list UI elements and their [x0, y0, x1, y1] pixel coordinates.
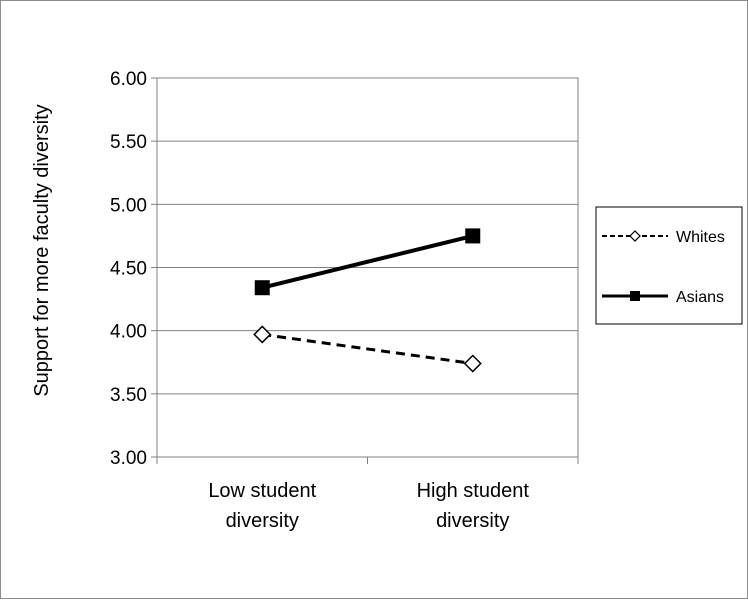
series-line	[262, 332, 473, 365]
x-category-label: Low student	[208, 480, 316, 502]
y-tick-label: 5.50	[110, 132, 147, 153]
legend-item: Asians	[602, 289, 724, 306]
x-category-label: diversity	[436, 510, 509, 532]
x-category-labels: Low student diversity High student diversit…	[208, 480, 529, 532]
x-category-label: diversity	[226, 510, 299, 532]
x-category-label: High student	[417, 480, 530, 502]
y-axis-label: Support for more faculty diversity	[31, 104, 53, 396]
data-point-marker	[465, 228, 481, 244]
data-point-marker	[254, 280, 270, 296]
legend-box	[595, 206, 743, 325]
legend: Whites Asians	[595, 206, 743, 325]
y-tick-label: 6.00	[110, 69, 147, 90]
gridlines	[157, 77, 578, 395]
series-asians	[254, 228, 481, 296]
series-group	[253, 228, 482, 373]
y-tick-label: 3.50	[110, 385, 147, 406]
y-tick-labels: 3.00 3.50 4.00 4.50 5.00 5.50 6.00	[110, 69, 147, 469]
legend-item: Whites	[602, 229, 725, 246]
data-point-marker	[463, 354, 482, 373]
y-tick-label: 4.50	[110, 259, 147, 280]
y-tick-label: 4.00	[110, 322, 147, 343]
legend-label: Asians	[676, 289, 724, 306]
axes	[151, 77, 579, 464]
y-tick-label: 5.00	[110, 195, 147, 216]
series-whites	[253, 325, 482, 373]
legend-marker	[630, 291, 640, 301]
data-point-marker	[253, 325, 272, 344]
y-tick-label: 3.00	[110, 448, 147, 469]
legend-label: Whites	[676, 229, 725, 246]
legend-marker	[629, 230, 641, 242]
series-line	[261, 233, 474, 290]
